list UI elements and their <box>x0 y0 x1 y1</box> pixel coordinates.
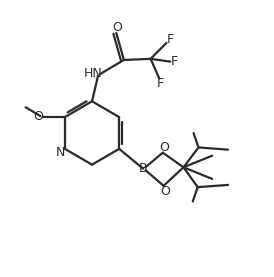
Text: F: F <box>157 77 164 90</box>
Text: O: O <box>159 141 169 154</box>
Text: HN: HN <box>84 67 102 80</box>
Text: O: O <box>112 22 122 34</box>
Text: F: F <box>171 55 178 68</box>
Text: O: O <box>33 110 43 123</box>
Text: N: N <box>55 146 65 159</box>
Text: B: B <box>139 162 147 175</box>
Text: O: O <box>160 185 170 198</box>
Text: F: F <box>167 33 174 46</box>
